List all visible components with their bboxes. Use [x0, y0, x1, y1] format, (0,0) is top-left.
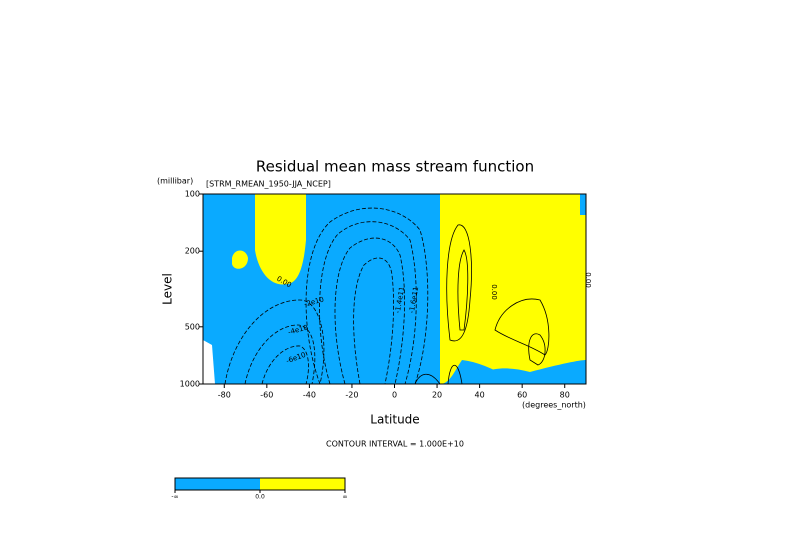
- y-tick-label: 500: [185, 322, 200, 331]
- x-units: (degrees_north): [522, 401, 586, 410]
- y-tick-label: 100: [185, 190, 200, 199]
- annotation: CONTOUR INTERVAL = 1.000E+10: [326, 440, 464, 449]
- x-tick-label: -60: [260, 391, 273, 400]
- colorbar-negative: [175, 478, 260, 490]
- y-axis-label: Level: [161, 273, 175, 305]
- x-tick-label: 20: [432, 391, 442, 400]
- positive-fill: [255, 194, 306, 285]
- x-tick-label: 60: [517, 391, 527, 400]
- x-tick-label: 40: [475, 391, 485, 400]
- colorbar-label: -∞: [171, 494, 178, 501]
- y-tick-label: 200: [185, 247, 200, 256]
- x-tick-label: -80: [218, 391, 231, 400]
- y-tick-label: 1000: [180, 380, 200, 389]
- chart-title: Residual mean mass stream function: [256, 158, 534, 176]
- x-tick-label: -40: [303, 391, 316, 400]
- colorbar-label: ∞: [343, 494, 348, 501]
- contour-label: 0.00: [490, 284, 498, 300]
- x-axis-label: Latitude: [370, 413, 419, 427]
- blank-fill: [203, 340, 215, 384]
- subtitle: [STRM_RMEAN_1950-JJA_NCEP]: [206, 180, 331, 189]
- positive-fill: [440, 194, 586, 384]
- x-tick-label: 80: [560, 391, 570, 400]
- x-tick-label: 0: [392, 391, 397, 400]
- colorbar-positive: [260, 478, 345, 490]
- contour-lines: [224, 207, 550, 384]
- y-units: (millibar): [157, 177, 193, 186]
- x-tick-label: -20: [345, 391, 358, 400]
- colorbar-label: 0.0: [255, 494, 265, 501]
- positive-fill: [232, 250, 248, 269]
- plot-area: [203, 194, 586, 384]
- negative-fill: [468, 360, 586, 384]
- contour-label: 0.00: [584, 272, 592, 288]
